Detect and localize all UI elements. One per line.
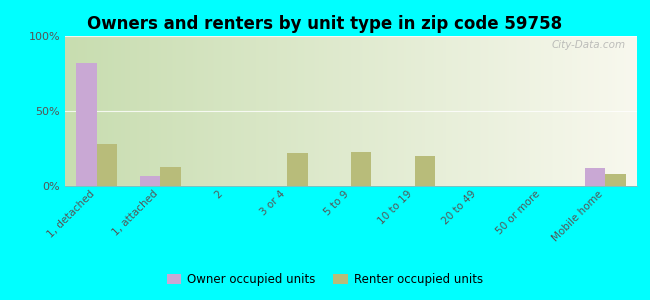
Text: City-Data.com: City-Data.com bbox=[551, 40, 625, 50]
Bar bbox=[585, 168, 605, 186]
Text: Owners and renters by unit type in zip code 59758: Owners and renters by unit type in zip c… bbox=[88, 15, 562, 33]
Bar bbox=[351, 152, 371, 186]
Bar bbox=[140, 176, 161, 186]
Bar bbox=[605, 174, 625, 186]
Bar bbox=[77, 63, 97, 186]
Bar bbox=[287, 153, 308, 186]
Bar bbox=[415, 156, 435, 186]
Bar bbox=[97, 144, 117, 186]
Bar bbox=[161, 167, 181, 186]
Legend: Owner occupied units, Renter occupied units: Owner occupied units, Renter occupied un… bbox=[162, 269, 488, 291]
